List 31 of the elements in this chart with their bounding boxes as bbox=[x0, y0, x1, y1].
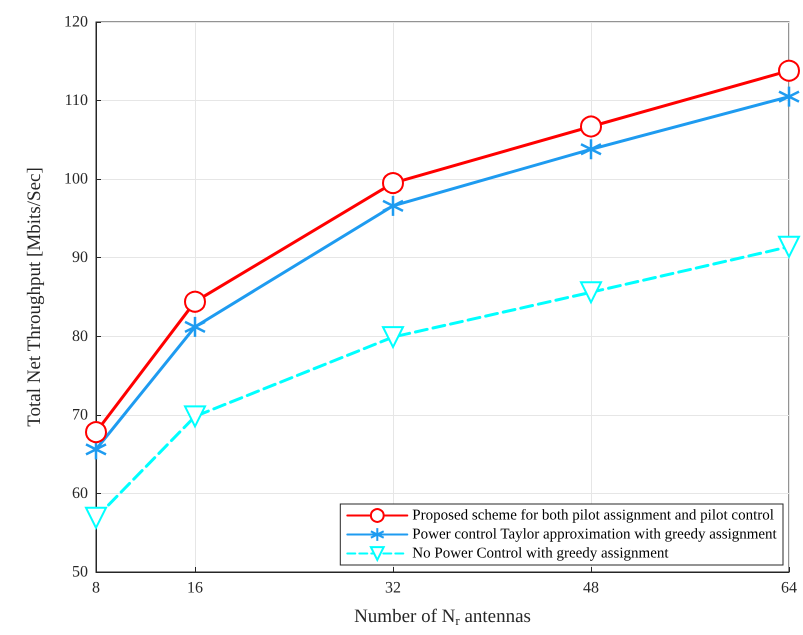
point bbox=[778, 85, 800, 108]
y-tick-label: 60 bbox=[72, 484, 88, 502]
y-tick-label: 70 bbox=[72, 406, 88, 424]
point bbox=[85, 421, 107, 444]
point bbox=[85, 506, 107, 529]
point bbox=[382, 194, 404, 218]
legend-label: Proposed scheme for both pilot assignment and pilot control bbox=[412, 508, 774, 524]
point bbox=[778, 60, 800, 82]
point bbox=[580, 116, 602, 138]
x-tick-label: 8 bbox=[92, 580, 100, 596]
point bbox=[184, 405, 206, 428]
y-tick-label: 50 bbox=[72, 564, 88, 580]
point bbox=[778, 236, 800, 258]
y-tick-label: 120 bbox=[64, 14, 88, 30]
y-tick-label: 90 bbox=[72, 249, 88, 266]
point bbox=[184, 316, 206, 338]
y-axis-title: Total Net Throughput [Mbits/Sec] bbox=[24, 167, 45, 427]
x-tick-label: 32 bbox=[385, 580, 401, 596]
point bbox=[580, 138, 602, 161]
point bbox=[184, 290, 206, 313]
y-tick-label: 110 bbox=[64, 92, 88, 110]
point bbox=[580, 281, 602, 304]
y-tick-label: 80 bbox=[72, 328, 88, 345]
legend-label: Power control Taylor approximation with greedy assignment bbox=[412, 526, 778, 542]
point bbox=[382, 172, 404, 194]
x-tick-label: 64 bbox=[781, 580, 797, 596]
y-tick-label: 100 bbox=[64, 170, 88, 188]
point bbox=[382, 326, 404, 348]
x-tick-label: 48 bbox=[583, 580, 599, 596]
x-tick-label: 16 bbox=[187, 580, 203, 596]
legend-label: No Power Control with greedy assignment bbox=[412, 546, 670, 562]
